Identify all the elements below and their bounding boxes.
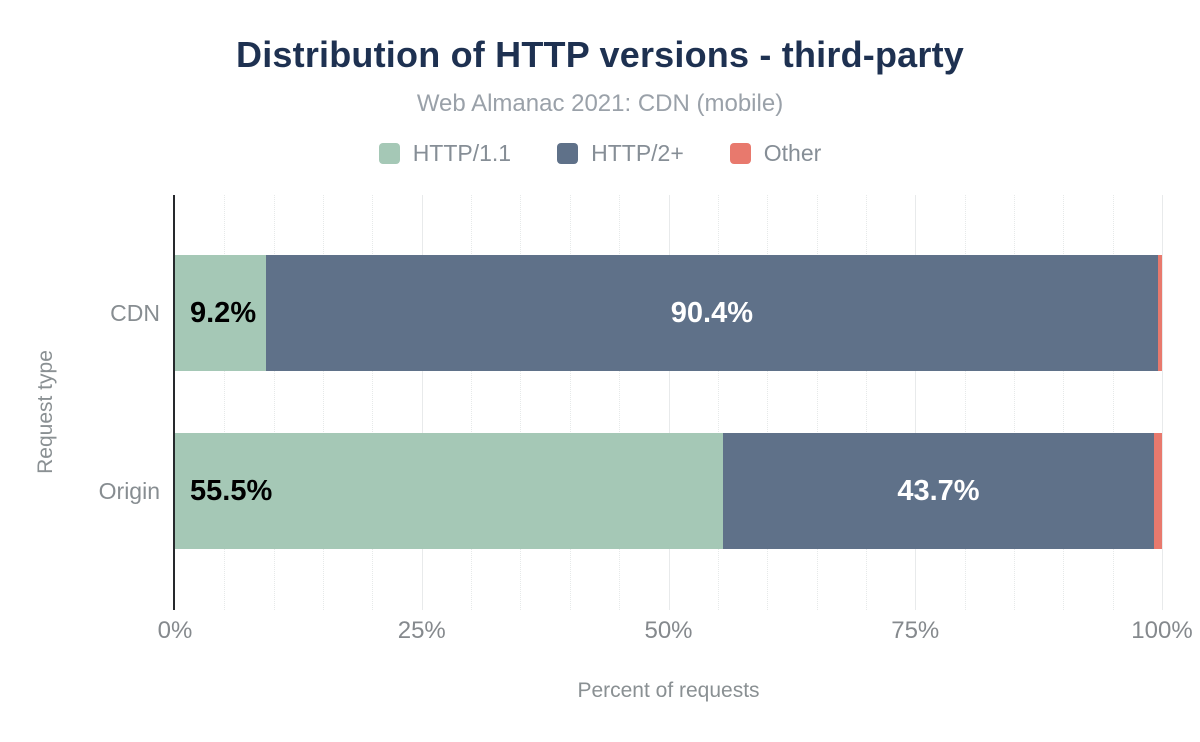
x-tick-0: 0% (157, 617, 193, 644)
value-label-cdn-http-2: 90.4% (670, 296, 754, 329)
legend: HTTP/1.1 HTTP/2+ Other (0, 140, 1200, 167)
minor-gridline-35 (520, 195, 522, 610)
minor-gridline-5 (224, 195, 226, 610)
category-label-origin: Origin (98, 478, 160, 504)
minor-gridline-95 (1112, 195, 1114, 610)
minor-gridline-40 (569, 195, 571, 610)
major-gridline-25 (421, 195, 423, 610)
bar-cdn: 9.2% 90.4% (175, 255, 1162, 371)
major-gridline-75 (915, 195, 917, 610)
category-label-cdn: CDN (110, 300, 160, 326)
value-label-origin-http-1-1: 55.5% (190, 474, 273, 507)
minor-gridline-20 (372, 195, 374, 610)
y-axis-line (173, 195, 175, 610)
legend-item-http-2: HTTP/2+ (557, 140, 684, 167)
chart-title: Distribution of HTTP versions - third-pa… (236, 34, 964, 75)
segment-origin-http-1-1: 55.5% (175, 433, 723, 549)
minor-gridline-85 (1013, 195, 1015, 610)
segment-cdn-http-2: 90.4% (265, 255, 1159, 371)
legend-swatch-http-1-1 (378, 143, 400, 164)
minor-gridline-10 (273, 195, 275, 610)
segment-cdn-http-1-1: 9.2% (175, 255, 266, 371)
x-tick-100: 100% (1131, 617, 1193, 644)
minor-gridline-45 (619, 195, 621, 610)
legend-label-http-2: HTTP/2+ (591, 140, 684, 166)
legend-item-http-1-1: HTTP/1.1 (378, 140, 512, 167)
segment-cdn-other (1158, 255, 1162, 371)
minor-gridline-80 (964, 195, 966, 610)
legend-label-http-1-1: HTTP/1.1 (412, 140, 512, 166)
minor-gridline-65 (816, 195, 818, 610)
segment-origin-http-2: 43.7% (722, 433, 1155, 549)
legend-swatch-other (729, 143, 751, 164)
legend-swatch-http-2 (557, 143, 579, 164)
minor-gridline-60 (767, 195, 769, 610)
x-tick-25: 25% (397, 617, 446, 644)
chart-subtitle: Web Almanac 2021: CDN (mobile) (416, 90, 784, 117)
plot-area: 9.2% 90.4% 55.5% 43.7% (175, 195, 1163, 610)
minor-gridline-30 (471, 195, 473, 610)
segment-origin-other (1154, 433, 1162, 549)
x-tick-50: 50% (644, 617, 693, 644)
x-axis-title: Percent of requests (577, 679, 760, 702)
x-tick-75: 75% (891, 617, 940, 644)
legend-label-other: Other (763, 140, 822, 166)
bar-origin: 55.5% 43.7% (175, 433, 1162, 549)
y-axis-title: Request type (34, 350, 57, 474)
minor-gridline-70 (865, 195, 867, 610)
major-gridline-50 (668, 195, 670, 610)
legend-item-other: Other (729, 140, 822, 167)
value-label-cdn-http-1-1: 9.2% (190, 296, 257, 329)
major-gridline-100 (1162, 195, 1163, 610)
value-label-origin-http-2: 43.7% (897, 474, 980, 507)
minor-gridline-90 (1063, 195, 1065, 610)
minor-gridline-55 (717, 195, 719, 610)
minor-gridline-15 (323, 195, 325, 610)
